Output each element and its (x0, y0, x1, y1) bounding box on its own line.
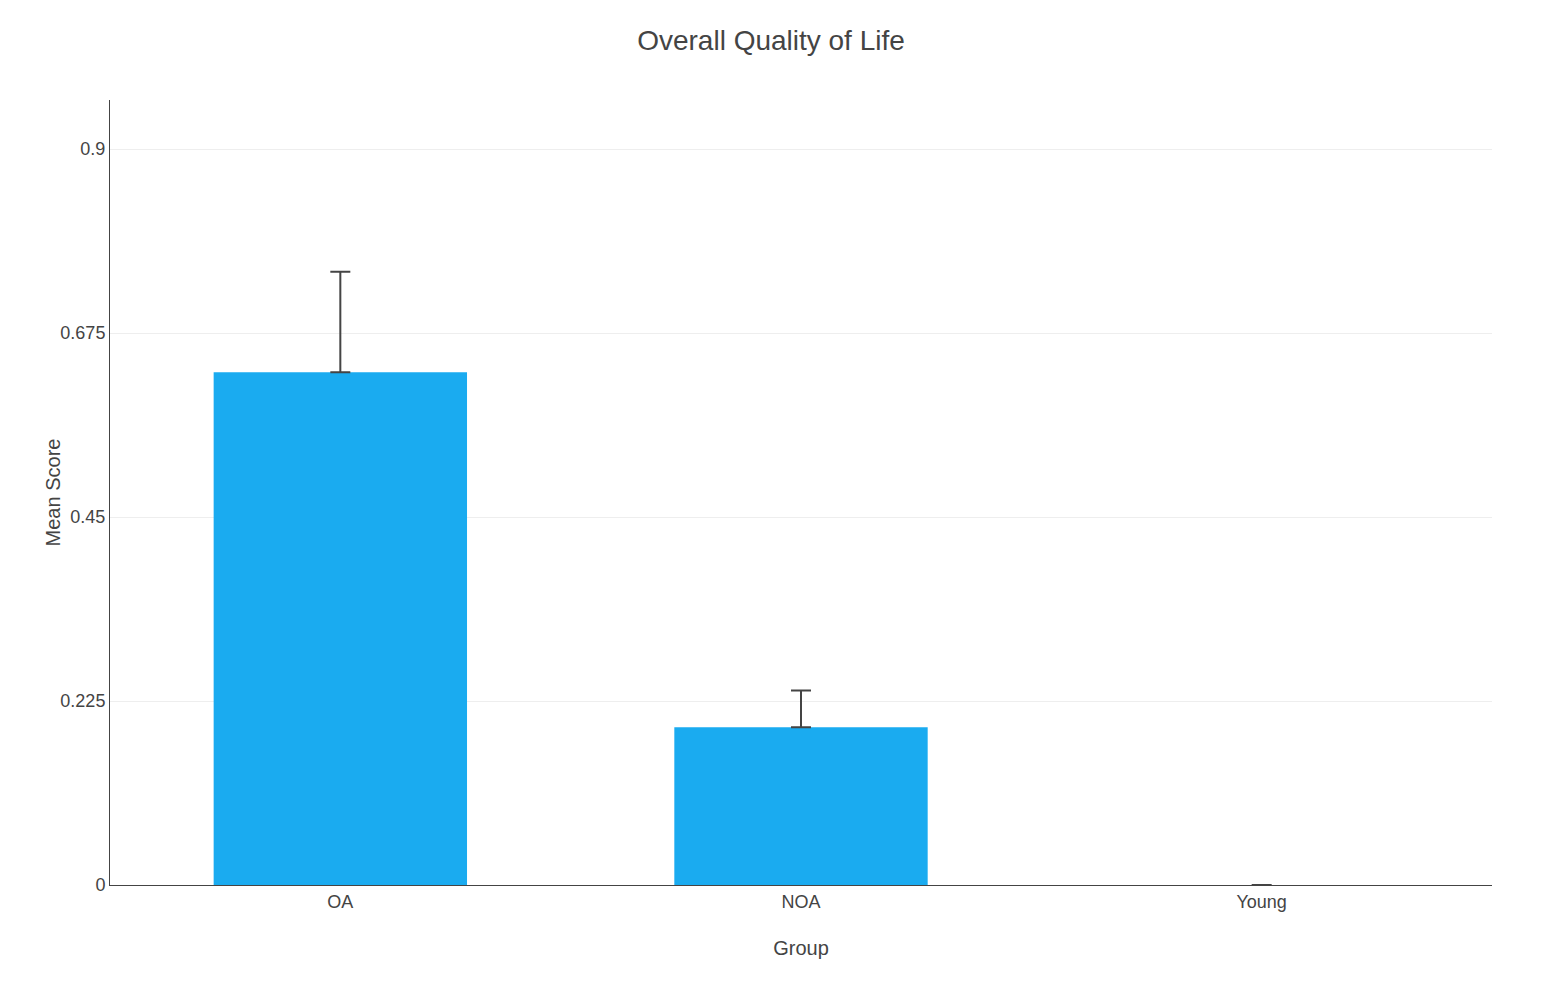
svg-text:OA: OA (327, 892, 353, 912)
svg-text:NOA: NOA (781, 892, 820, 912)
svg-text:Young: Young (1236, 892, 1286, 912)
svg-text:Overall Quality of Life: Overall Quality of Life (637, 25, 905, 56)
svg-text:0: 0 (95, 875, 105, 895)
svg-text:0.9: 0.9 (80, 139, 105, 159)
svg-text:Group: Group (773, 937, 829, 959)
svg-text:0.225: 0.225 (60, 691, 105, 711)
svg-text:0.675: 0.675 (60, 323, 105, 343)
svg-text:Mean Score: Mean Score (42, 439, 64, 547)
svg-text:0.45: 0.45 (70, 507, 105, 527)
